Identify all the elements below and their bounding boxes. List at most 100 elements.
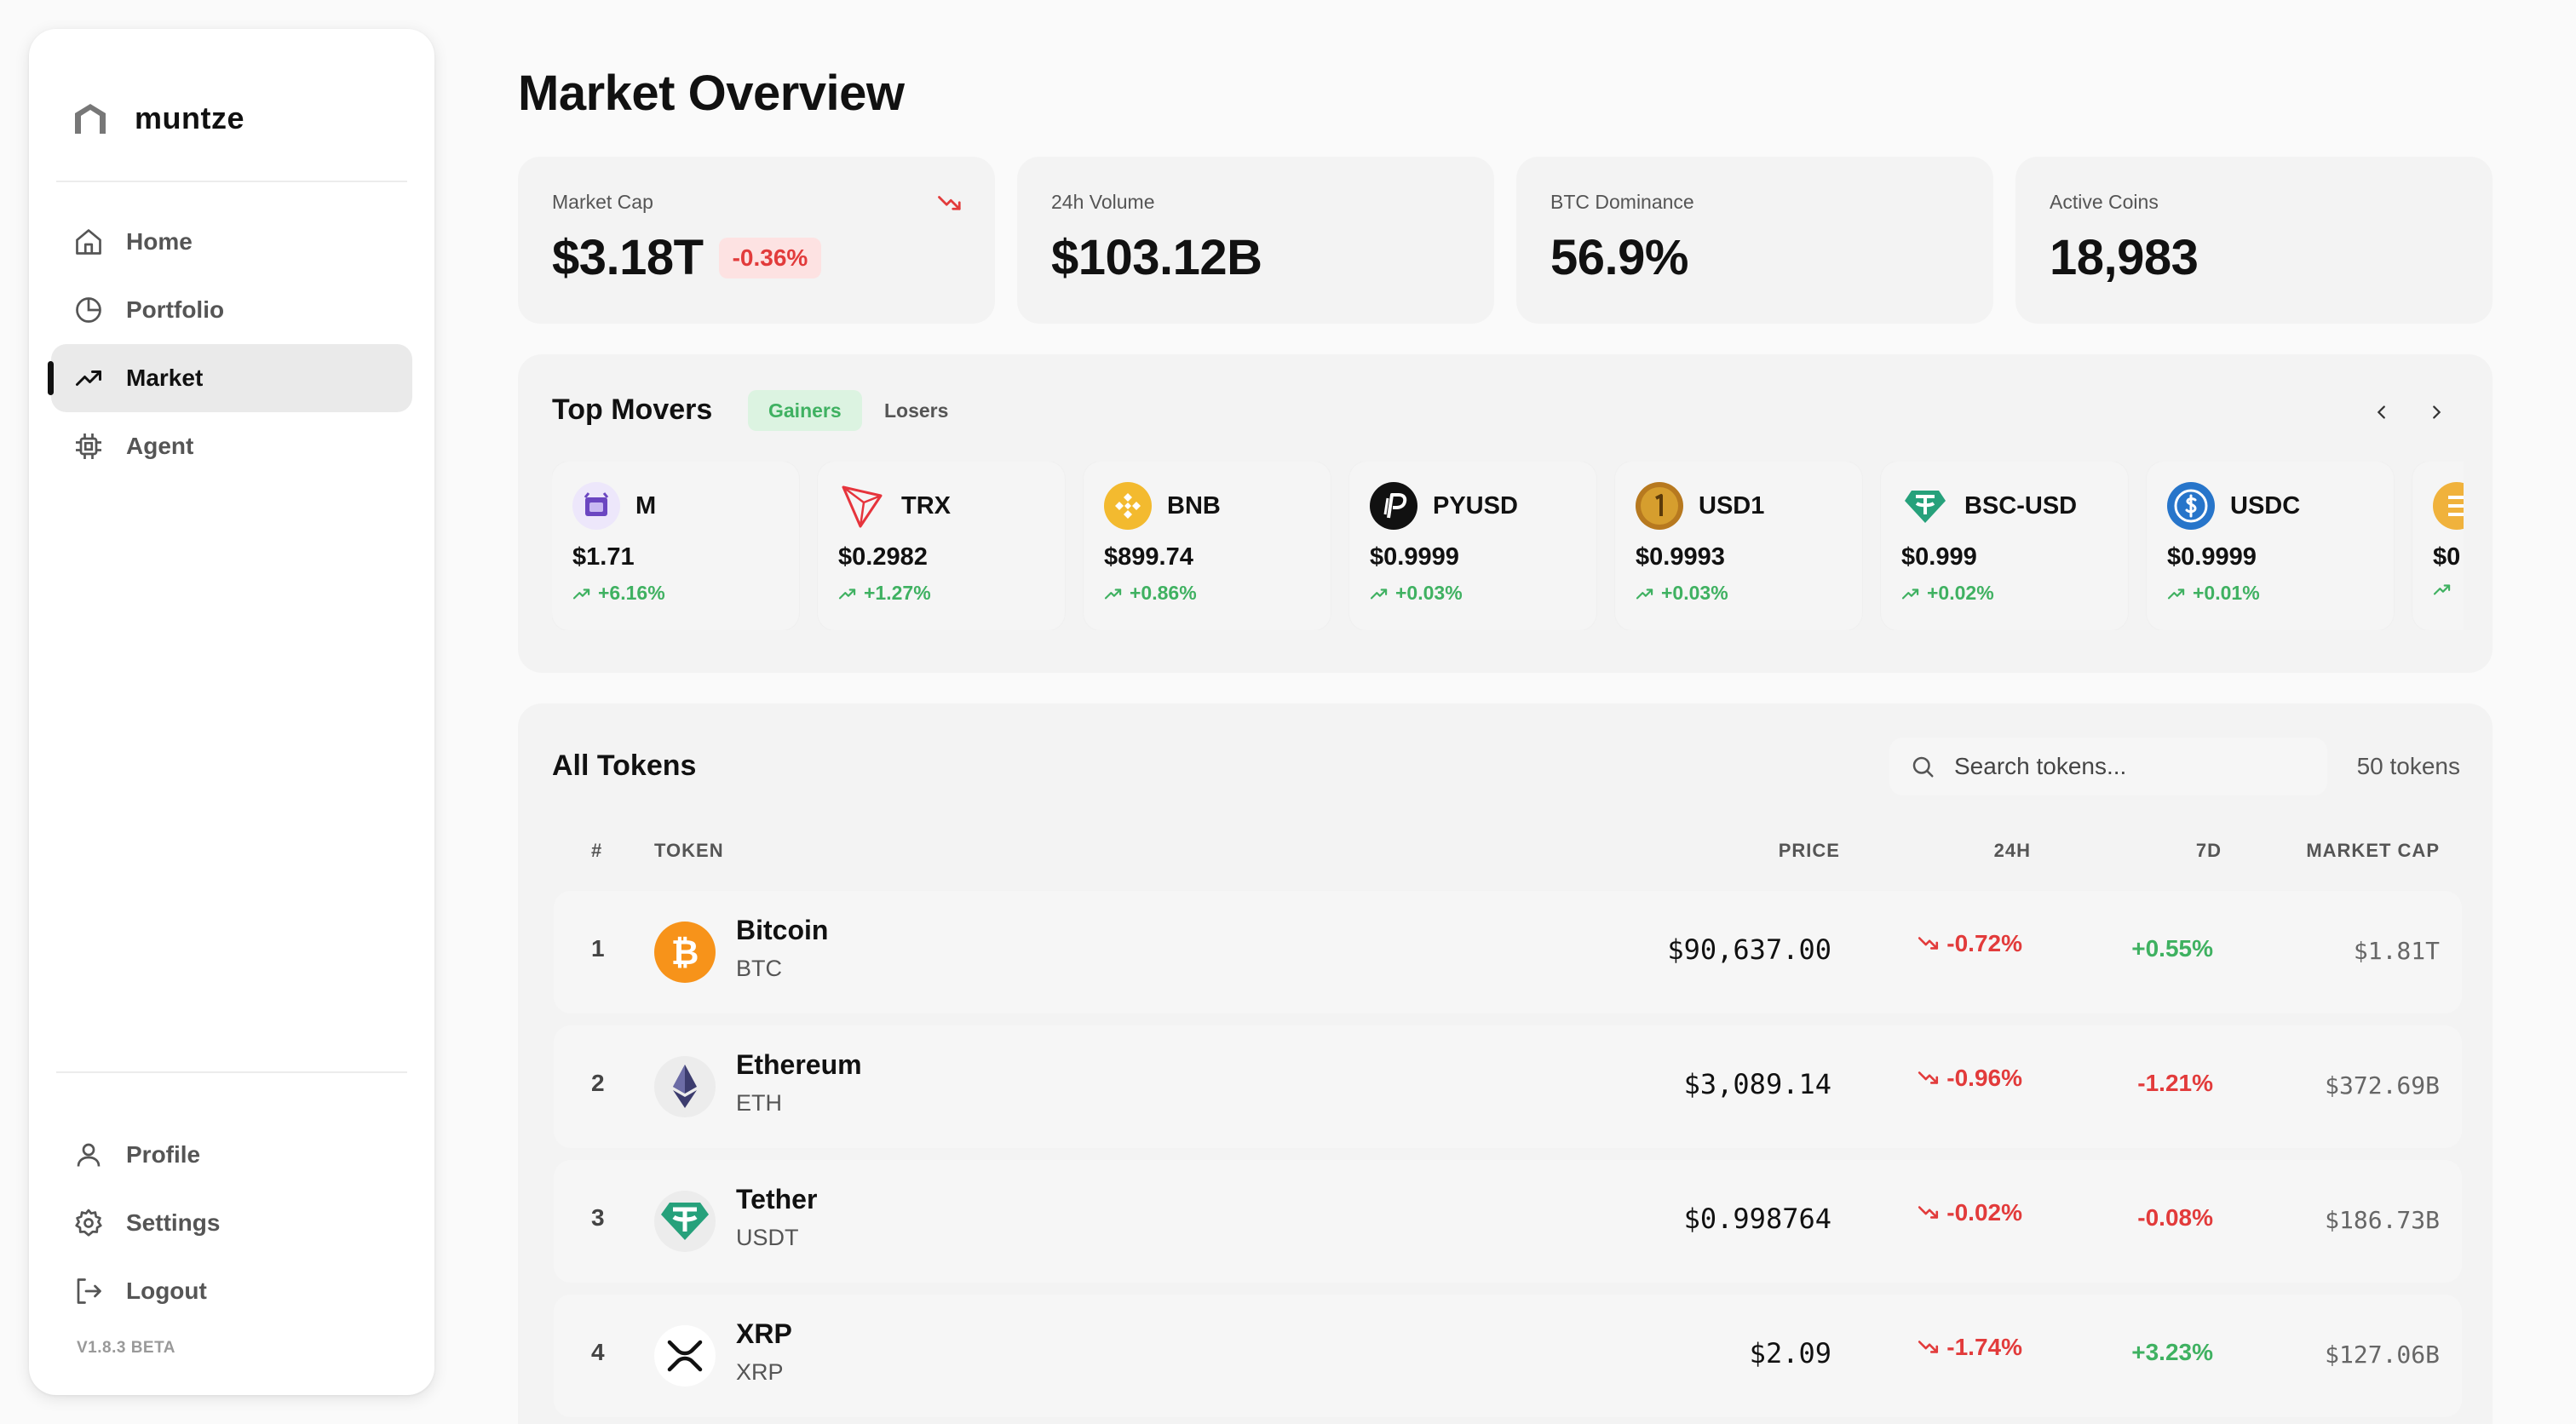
- token-market-cap: $1.81T: [2353, 937, 2440, 965]
- token-change-24h: -1.74%: [1946, 1334, 2022, 1360]
- search-input[interactable]: Search tokens...: [1954, 753, 2127, 779]
- mover-price: $899.74: [1104, 543, 1193, 571]
- page-title: Market Overview: [518, 66, 905, 121]
- coin-usd1-icon: [1636, 482, 1683, 530]
- mover-change: +6.16%: [598, 582, 665, 604]
- stat-label: Active Coins: [2050, 191, 2159, 213]
- stat-label: 24h Volume: [1051, 191, 1155, 213]
- column-price[interactable]: PRICE: [1778, 840, 1840, 861]
- mover-card[interactable]: $0: [2412, 462, 2464, 630]
- table-row[interactable]: 1 ₿ Bitcoin BTC $90,637.00 -0.72% +0.55%…: [554, 891, 2462, 1013]
- mover-change: +0.03%: [1661, 582, 1728, 604]
- sidebar-item-label: Portfolio: [126, 296, 225, 323]
- mover-card[interactable]: BNB $899.74 +0.86%: [1084, 462, 1331, 630]
- token-symbol: ETH: [736, 1090, 782, 1116]
- token-price: $90,637.00: [1667, 933, 1831, 966]
- next-button[interactable]: [2419, 395, 2453, 429]
- token-symbol: USDT: [736, 1225, 799, 1250]
- mover-symbol: BSC-USD: [1964, 491, 2078, 520]
- mover-card[interactable]: M $1.71 +6.16%: [552, 462, 799, 630]
- token-change-24h: -0.72%: [1946, 930, 2022, 956]
- mover-price: $1.71: [572, 543, 635, 571]
- token-name: Tether: [736, 1184, 818, 1214]
- sidebar-item-home[interactable]: Home: [51, 208, 412, 276]
- sidebar-item-label: Agent: [126, 433, 194, 459]
- search-icon: [1912, 756, 1934, 778]
- bitcoin-icon: ₿: [653, 920, 717, 985]
- logo-icon: [72, 101, 109, 135]
- trending-up-icon: [1104, 588, 1122, 599]
- stat-value: 18,983: [2050, 230, 2199, 285]
- mover-change: +1.27%: [864, 582, 931, 604]
- sidebar-item-portfolio[interactable]: Portfolio: [51, 276, 412, 344]
- stat-card-volume: 24h Volume $103.12B: [1017, 157, 1494, 324]
- tab-losers[interactable]: Losers: [884, 399, 949, 422]
- prev-button[interactable]: [2365, 395, 2399, 429]
- sidebar-item-settings[interactable]: Settings: [51, 1189, 412, 1257]
- token-symbol: XRP: [736, 1359, 784, 1385]
- movers-carousel[interactable]: M $1.71 +6.16% TRX $0.2982 +1.27% BNB $8…: [552, 462, 2464, 630]
- token-market-cap: $127.06B: [2325, 1341, 2440, 1369]
- sidebar-item-profile[interactable]: Profile: [51, 1121, 412, 1189]
- coin-partial-icon: [2433, 482, 2464, 530]
- trending-down-icon: [935, 191, 964, 216]
- token-market-cap: $372.69B: [2325, 1071, 2440, 1100]
- trending-up-icon: [572, 588, 590, 599]
- row-rank: 1: [591, 935, 605, 962]
- trending-up-icon: [1901, 588, 1919, 599]
- coin-trx-icon: [838, 482, 886, 530]
- svg-text:₿: ₿: [671, 933, 699, 973]
- sidebar-divider: [56, 181, 407, 182]
- mover-price: $0: [2433, 543, 2461, 571]
- coin-bnb-icon: [1104, 482, 1152, 530]
- top-movers-title: Top Movers: [552, 393, 713, 426]
- token-count: 50 tokens: [2356, 753, 2460, 779]
- token-price: $2.09: [1749, 1337, 1831, 1369]
- mover-symbol: M: [635, 491, 657, 520]
- token-price: $0.998764: [1683, 1203, 1831, 1235]
- mover-price: $0.9999: [1370, 543, 1459, 571]
- column-24h[interactable]: 24H: [1993, 840, 2031, 861]
- trending-down-icon: [1918, 1071, 1939, 1084]
- mover-card[interactable]: USDC $0.9999 +0.01%: [2147, 462, 2394, 630]
- sidebar-item-market[interactable]: Market: [48, 344, 412, 412]
- mover-symbol: BNB: [1167, 491, 1221, 520]
- tab-gainers[interactable]: Gainers: [748, 390, 862, 431]
- mover-card[interactable]: USD1 $0.9993 +0.03%: [1615, 462, 1862, 630]
- stat-card-active-coins: Active Coins 18,983: [2015, 157, 2493, 324]
- logout-icon: [73, 1276, 104, 1306]
- sidebar-item-logout[interactable]: Logout: [51, 1257, 412, 1325]
- token-name: Ethereum: [736, 1049, 862, 1080]
- trending-up-icon: [1636, 588, 1653, 599]
- mover-card[interactable]: TRX $0.2982 +1.27%: [818, 462, 1065, 630]
- sidebar-item-agent[interactable]: Agent: [51, 412, 412, 480]
- sidebar-item-label: Profile: [126, 1141, 201, 1168]
- brand[interactable]: muntze: [72, 72, 244, 165]
- table-row[interactable]: 2 Ethereum ETH $3,089.14 -0.96% -1.21% $…: [554, 1025, 2462, 1148]
- token-change-24h: -0.96%: [1946, 1065, 2022, 1091]
- sidebar-item-label: Home: [126, 228, 193, 255]
- table-row[interactable]: 4 XRP XRP $2.09 -1.74% +3.23% $127.06B: [554, 1295, 2462, 1417]
- mover-card[interactable]: BSC-USD $0.999 +0.02%: [1881, 462, 2128, 630]
- column-7d[interactable]: 7D: [2195, 840, 2222, 861]
- stat-value: $103.12B: [1051, 230, 1262, 285]
- stat-label: BTC Dominance: [1550, 191, 1694, 213]
- mover-price: $0.999: [1901, 543, 1977, 571]
- search-box[interactable]: Search tokens...: [1889, 738, 2327, 795]
- token-price: $3,089.14: [1683, 1068, 1831, 1100]
- mover-price: $0.2982: [838, 543, 928, 571]
- mover-symbol: USDC: [2230, 491, 2301, 520]
- token-market-cap: $186.73B: [2325, 1206, 2440, 1234]
- gear-icon: [73, 1208, 104, 1238]
- row-rank: 2: [591, 1070, 605, 1096]
- trending-down-icon: [1918, 1341, 1939, 1353]
- mover-card[interactable]: PYUSD $0.9999 +0.03%: [1349, 462, 1596, 630]
- mover-change: +0.01%: [2193, 582, 2260, 604]
- column-market-cap[interactable]: MARKET CAP: [2306, 840, 2440, 861]
- mover-symbol: PYUSD: [1433, 491, 1518, 520]
- sidebar-item-label: Settings: [126, 1209, 221, 1236]
- coin-usdc-icon: [2167, 482, 2215, 530]
- sidebar-divider: [56, 1071, 407, 1073]
- table-row[interactable]: 3 Tether USDT $0.998764 -0.02% -0.08% $1…: [554, 1160, 2462, 1283]
- mover-price: $0.9999: [2167, 543, 2257, 571]
